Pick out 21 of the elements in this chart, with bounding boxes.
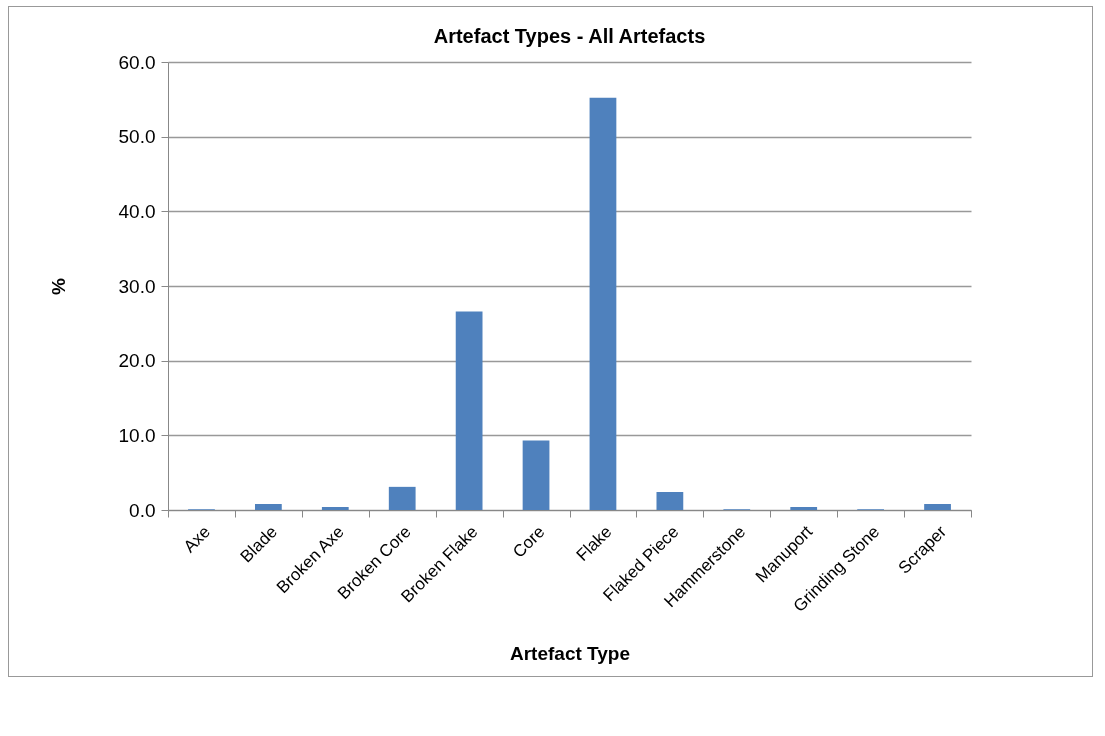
x-axis-title: Artefact Type — [509, 643, 631, 664]
x-tick-label: Core — [509, 522, 549, 562]
bar — [656, 492, 684, 510]
chart-title: Artefact Types - All Artefacts — [433, 25, 706, 47]
bar — [924, 504, 951, 510]
y-axis-title: % — [47, 277, 69, 295]
y-tick-label: 0.0 — [129, 499, 156, 521]
y-tick-label: 30.0 — [118, 275, 156, 297]
bar — [790, 507, 818, 510]
x-tick-label: Axe — [179, 522, 214, 557]
y-tick-label: 50.0 — [118, 126, 156, 148]
bar — [254, 504, 282, 510]
bar — [522, 440, 550, 510]
y-tick-label: 20.0 — [118, 350, 156, 372]
y-tick-label: 10.0 — [118, 424, 156, 446]
bar — [321, 507, 349, 510]
bar — [589, 97, 617, 510]
bar — [388, 486, 416, 510]
y-tick-label: 60.0 — [118, 51, 156, 73]
y-tick-label: 40.0 — [118, 200, 156, 222]
bar — [455, 311, 483, 510]
